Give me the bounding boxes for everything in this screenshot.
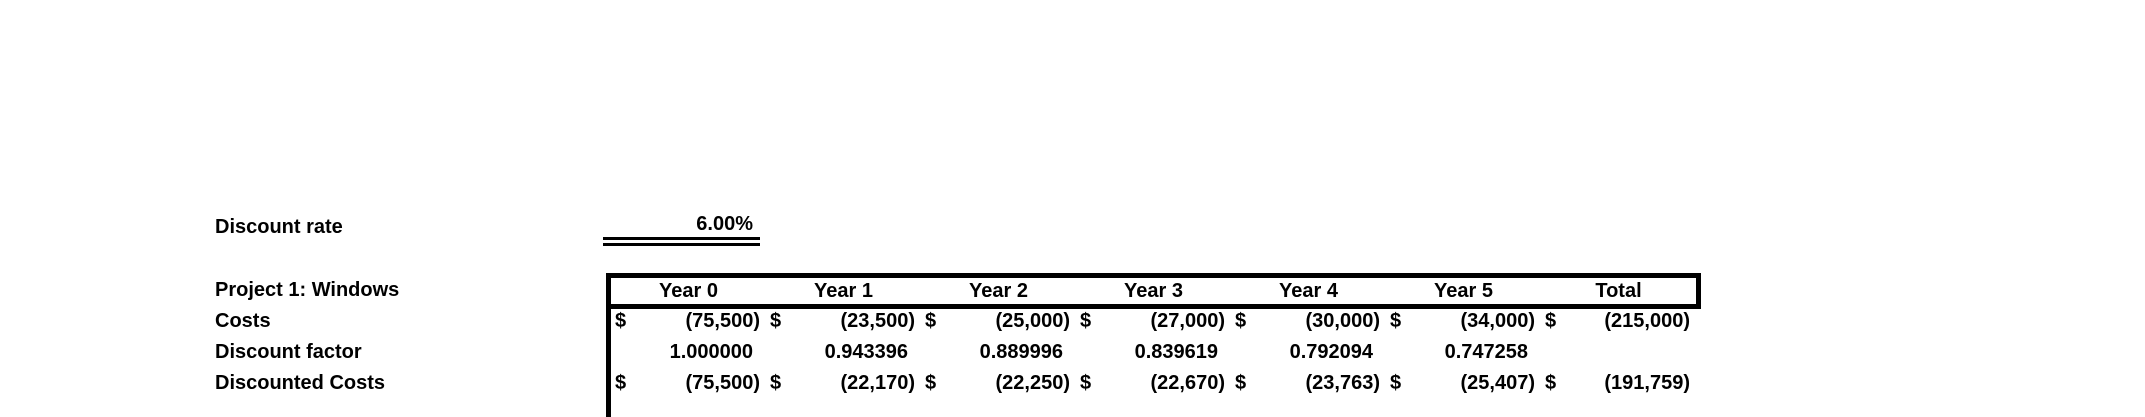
cell-value: (75,500) [685,372,761,394]
header-cell-year0[interactable]: Year 0 [659,280,718,302]
table-left-border [606,309,611,417]
cell-costs-year0[interactable]: $ (75,500) [611,306,766,337]
currency-symbol: $ [925,310,937,332]
cell-factor-year0[interactable]: 1.000000 [669,341,753,363]
cell-discounted-year0[interactable]: $ (75,500) [611,368,766,399]
header-cell-year2[interactable]: Year 2 [969,280,1028,302]
header-cell-total[interactable]: Total [1595,280,1642,302]
cell-factor-total[interactable] [1541,337,1696,368]
currency-symbol: $ [770,372,782,394]
cell-discounted-total[interactable]: $ (191,759) [1541,368,1696,399]
cell-value: (23,500) [840,310,916,332]
cell-discounted-year1[interactable]: $ (22,170) [766,368,921,399]
cell-value: (22,250) [995,372,1071,394]
currency-symbol: $ [1390,310,1402,332]
currency-symbol: $ [1390,372,1402,394]
table-header-row: Year 0 Year 1 Year 2 Year 3 Year 4 Year … [606,273,1701,309]
cell-value: (34,000) [1460,310,1536,332]
cell-discounted-year3[interactable]: $ (22,670) [1076,368,1231,399]
cell-value: (23,763) [1305,372,1381,394]
cell-costs-year5[interactable]: $ (34,000) [1386,306,1541,337]
cell-discounted-year5[interactable]: $ (25,407) [1386,368,1541,399]
currency-symbol: $ [770,310,782,332]
currency-symbol: $ [1545,372,1557,394]
cell-value: (25,407) [1460,372,1536,394]
cell-factor-year5[interactable]: 0.747258 [1444,341,1528,363]
cell-costs-year3[interactable]: $ (27,000) [1076,306,1231,337]
header-cell-year4[interactable]: Year 4 [1279,280,1338,302]
row-label-discount-factor: Discount factor [215,341,362,363]
cell-value: (75,500) [685,310,761,332]
cell-value: (30,000) [1305,310,1381,332]
cell-costs-total[interactable]: $ (215,000) [1541,306,1696,337]
cell-value: (22,170) [840,372,916,394]
table-row-costs: $ (75,500) $ (23,500) $ (25,000) $ (27,0… [611,306,1696,337]
cell-value: (191,759) [1604,372,1690,394]
currency-symbol: $ [1080,310,1092,332]
cell-factor-year3[interactable]: 0.839619 [1134,341,1218,363]
cell-costs-year2[interactable]: $ (25,000) [921,306,1076,337]
cell-discounted-year4[interactable]: $ (23,763) [1231,368,1386,399]
cell-costs-year1[interactable]: $ (23,500) [766,306,921,337]
cell-discounted-year2[interactable]: $ (22,250) [921,368,1076,399]
header-cell-year1[interactable]: Year 1 [814,280,873,302]
currency-symbol: $ [1235,372,1247,394]
currency-symbol: $ [1545,310,1557,332]
row-label-costs: Costs [215,310,271,332]
table-row-discount-factor: 1.000000 0.943396 0.889996 0.839619 0.79… [611,337,1696,368]
currency-symbol: $ [1080,372,1092,394]
cell-value: (25,000) [995,310,1071,332]
project-title: Project 1: Windows [215,279,400,301]
row-label-discounted-costs: Discounted Costs [215,372,386,394]
cell-factor-year1[interactable]: 0.943396 [824,341,908,363]
header-cell-year5[interactable]: Year 5 [1434,280,1493,302]
discount-rate-value-cell[interactable]: 6.00% [603,212,760,246]
table-row-discounted-costs: $ (75,500) $ (22,170) $ (22,250) $ (22,6… [611,368,1696,399]
cell-value: (215,000) [1604,310,1690,332]
currency-symbol: $ [615,310,627,332]
cell-factor-year4[interactable]: 0.792094 [1289,341,1373,363]
cell-value: (27,000) [1150,310,1226,332]
header-cell-year3[interactable]: Year 3 [1124,280,1183,302]
currency-symbol: $ [615,372,627,394]
discount-rate-label: Discount rate [215,216,343,238]
table-body: $ (75,500) $ (23,500) $ (25,000) $ (27,0… [611,306,1696,399]
cell-factor-year2[interactable]: 0.889996 [979,341,1063,363]
currency-symbol: $ [1235,310,1247,332]
cell-value: (22,670) [1150,372,1226,394]
currency-symbol: $ [925,372,937,394]
cell-costs-year4[interactable]: $ (30,000) [1231,306,1386,337]
